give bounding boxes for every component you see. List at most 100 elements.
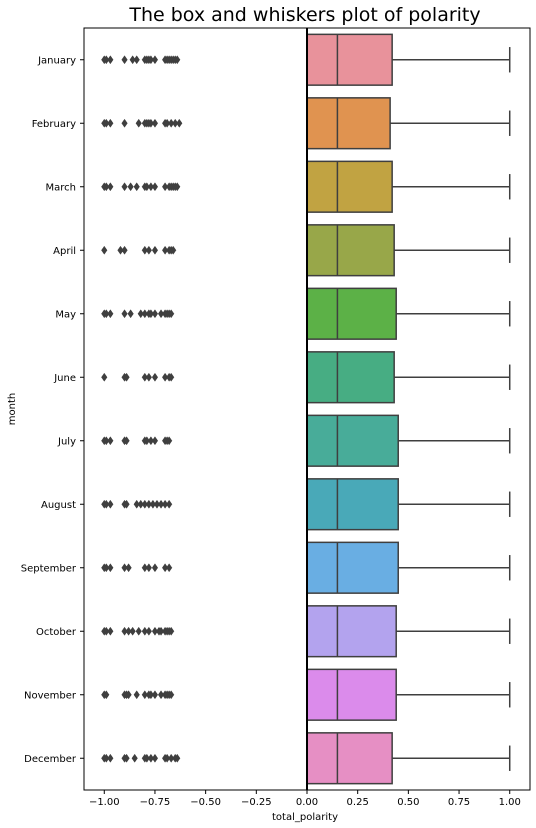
outlier-point — [117, 245, 124, 255]
outlier-point — [147, 309, 155, 319]
outlier-point — [107, 626, 114, 636]
outlier-point — [131, 753, 138, 763]
chart-title: The box and whiskers plot of polarity — [128, 4, 480, 26]
outlier-point — [161, 372, 169, 382]
outlier-point — [176, 118, 183, 128]
outlier-point — [121, 563, 128, 573]
outlier-point — [103, 753, 110, 763]
outlier-point — [103, 118, 110, 128]
outlier-point — [168, 118, 175, 128]
outlier-point — [143, 182, 150, 192]
outlier-point — [145, 626, 152, 636]
outlier-point — [166, 563, 173, 573]
y-tick-label: May — [55, 309, 76, 320]
box-group-may — [101, 287, 511, 340]
box — [306, 605, 397, 658]
outlier-point — [133, 182, 140, 192]
outlier-point — [147, 55, 155, 65]
outlier-point — [107, 118, 114, 128]
outlier-point — [145, 499, 152, 509]
outlier-point — [161, 499, 169, 509]
outlier-point — [125, 563, 132, 573]
outlier-point — [107, 753, 114, 763]
box-group-june — [101, 351, 511, 404]
outlier-point — [121, 245, 128, 255]
outlier-point — [157, 690, 165, 700]
x-tick-label: 0.75 — [448, 797, 470, 808]
outlier-point — [151, 182, 159, 192]
outlier-point — [147, 436, 155, 446]
outlier-point — [141, 499, 148, 509]
outlier-point — [147, 118, 155, 128]
box — [306, 97, 391, 150]
outlier-point — [103, 436, 110, 446]
outlier-point — [143, 753, 150, 763]
x-tick-label: −1.00 — [89, 797, 120, 808]
box-group-april — [101, 224, 511, 277]
outlier-point — [103, 626, 110, 636]
outlier-point — [161, 245, 169, 255]
x-tick-label: 0.50 — [397, 797, 419, 808]
outlier-point — [123, 753, 130, 763]
outlier-point — [151, 626, 159, 636]
outlier-point — [141, 372, 148, 382]
outlier-point — [151, 690, 159, 700]
x-tick-label: 0.00 — [296, 797, 318, 808]
outlier-point — [121, 182, 128, 192]
box-group-september — [101, 541, 511, 594]
outlier-point — [107, 499, 114, 509]
outlier-point — [107, 436, 114, 446]
outlier-point — [133, 499, 140, 509]
outlier-point — [151, 436, 159, 446]
outlier-point — [127, 309, 134, 319]
outlier-point — [151, 372, 159, 382]
x-tick-label: −0.75 — [140, 797, 171, 808]
outlier-point — [147, 690, 155, 700]
outlier-point — [174, 753, 181, 763]
box — [306, 351, 395, 404]
outlier-point — [101, 245, 108, 255]
outlier-point — [174, 182, 181, 192]
outlier-point — [127, 182, 134, 192]
outlier-point — [143, 436, 150, 446]
outlier-point — [145, 372, 152, 382]
outlier-point — [141, 309, 148, 319]
outlier-point — [170, 245, 177, 255]
outlier-point — [166, 499, 173, 509]
outlier-point — [103, 309, 110, 319]
box-group-january — [101, 33, 511, 86]
box-group-march — [101, 160, 511, 213]
outlier-point — [151, 55, 159, 65]
outlier-point — [141, 245, 148, 255]
outlier-point — [121, 309, 128, 319]
y-axis-label: month — [7, 393, 18, 425]
outlier-point — [141, 563, 148, 573]
y-tick-label: October — [36, 627, 77, 638]
outlier-point — [129, 626, 136, 636]
outlier-point — [151, 118, 159, 128]
outlier-point — [157, 309, 165, 319]
outlier-point — [121, 55, 128, 65]
outlier-point — [157, 626, 165, 636]
outlier-point — [145, 563, 152, 573]
outlier-point — [161, 563, 169, 573]
y-tick-label: June — [53, 373, 76, 384]
outlier-point — [107, 55, 114, 65]
outlier-point — [151, 245, 159, 255]
outlier-point — [107, 563, 114, 573]
outlier-point — [125, 690, 132, 700]
outlier-point — [174, 55, 181, 65]
box — [306, 668, 397, 721]
outlier-point — [103, 563, 110, 573]
outlier-point — [157, 499, 165, 509]
outlier-point — [172, 118, 179, 128]
outlier-point — [103, 690, 110, 700]
outlier-point — [149, 499, 157, 509]
outlier-point — [123, 499, 130, 509]
box-group-december — [101, 732, 511, 785]
x-tick-label: 0.25 — [347, 797, 369, 808]
box-group-july — [101, 414, 511, 467]
outlier-point — [107, 309, 114, 319]
outlier-point — [168, 372, 175, 382]
